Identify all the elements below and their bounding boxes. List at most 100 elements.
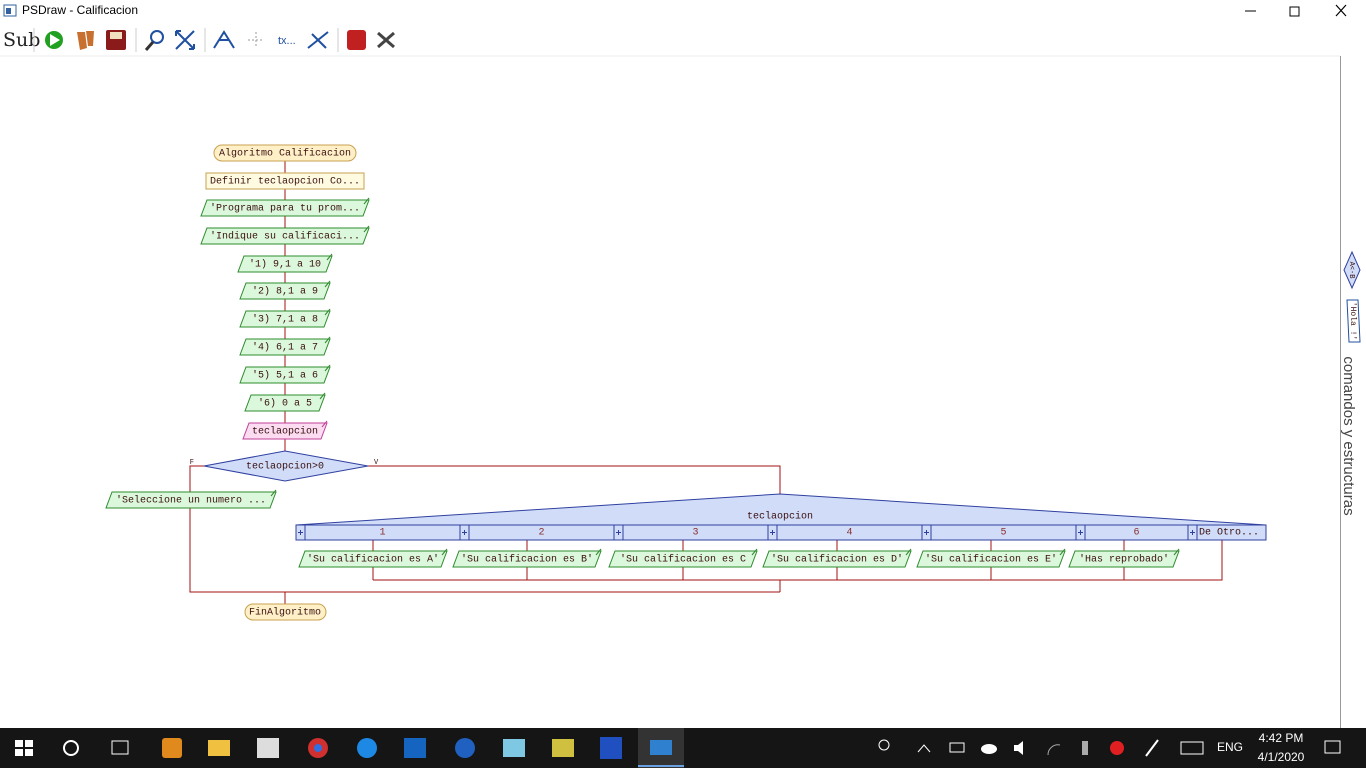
fit-button[interactable] bbox=[175, 30, 195, 50]
tray-expand[interactable] bbox=[917, 744, 931, 753]
sub-button[interactable]: Sub bbox=[3, 29, 40, 51]
close-button[interactable] bbox=[1335, 4, 1347, 17]
output-step-label: '6) 0 a 5 bbox=[258, 398, 312, 410]
close-tool-button[interactable] bbox=[377, 31, 395, 49]
corner-arrow bbox=[319, 392, 326, 400]
corner-arrow bbox=[441, 548, 448, 556]
input-step[interactable] bbox=[242, 422, 328, 440]
output-step[interactable] bbox=[239, 310, 331, 328]
comment-button[interactable] bbox=[248, 32, 264, 48]
definition-box[interactable] bbox=[205, 172, 365, 190]
side-item-output[interactable] bbox=[1346, 299, 1361, 343]
app-explorer[interactable] bbox=[208, 740, 230, 756]
app-devcpp[interactable] bbox=[600, 737, 622, 759]
tray-antivirus[interactable] bbox=[1110, 741, 1124, 755]
search-button[interactable] bbox=[63, 740, 79, 756]
corner-arrow bbox=[324, 308, 331, 316]
case-toggle-plus bbox=[1078, 530, 1083, 535]
tray-people[interactable] bbox=[878, 739, 890, 751]
case-output-label: 'Su calificacion es E' bbox=[925, 554, 1057, 566]
language[interactable]: ENG bbox=[1217, 740, 1243, 754]
tray: ENG 4:42 PM 4/1/2020 bbox=[878, 731, 1341, 764]
case-output[interactable] bbox=[916, 550, 1066, 568]
case-output-label: 'Has reprobado' bbox=[1079, 554, 1169, 566]
output-step-label: '2) 8,1 a 9 bbox=[252, 286, 318, 298]
corner-arrow bbox=[363, 197, 370, 205]
case-output[interactable] bbox=[608, 550, 758, 568]
app-glass[interactable] bbox=[503, 739, 525, 757]
flowchart: Algoritmo Calificacion Definir teclaopcio… bbox=[105, 144, 1267, 621]
end-terminal[interactable] bbox=[244, 603, 327, 621]
zoom-button[interactable] bbox=[150, 30, 164, 44]
case-output-label: 'Su calificacion es C bbox=[620, 554, 746, 566]
corner-arrow bbox=[324, 280, 331, 288]
tray-volume[interactable] bbox=[1014, 741, 1023, 755]
tray-cloud[interactable] bbox=[981, 744, 997, 754]
side-item-label: 'Hola !' bbox=[1348, 302, 1357, 340]
case-value: 1 bbox=[379, 528, 385, 539]
app-psdraw bbox=[650, 740, 672, 755]
false-output[interactable] bbox=[105, 491, 277, 509]
start-terminal[interactable] bbox=[213, 144, 357, 162]
output-step[interactable] bbox=[239, 366, 331, 384]
switch-header[interactable] bbox=[295, 493, 1267, 526]
tray-network[interactable] bbox=[1082, 741, 1088, 755]
style-button[interactable] bbox=[307, 31, 329, 49]
app-visio[interactable] bbox=[404, 738, 426, 758]
case-toggle-plus bbox=[1190, 530, 1195, 535]
output-step[interactable] bbox=[237, 255, 333, 273]
corner-arrow bbox=[905, 548, 912, 556]
run-icon bbox=[50, 34, 60, 46]
start-button[interactable] bbox=[15, 740, 33, 756]
case-output[interactable] bbox=[762, 550, 912, 568]
tray-keyboard[interactable] bbox=[1180, 741, 1204, 755]
corner-arrow bbox=[751, 548, 758, 556]
tray-battery[interactable] bbox=[949, 742, 965, 753]
app-tool[interactable] bbox=[552, 739, 574, 757]
connector bbox=[189, 508, 780, 593]
task-view-button[interactable] bbox=[111, 740, 129, 755]
tray-pen[interactable] bbox=[1145, 739, 1159, 757]
case-output[interactable] bbox=[1068, 550, 1180, 568]
app-edge[interactable] bbox=[357, 738, 377, 758]
output-step[interactable] bbox=[239, 282, 331, 300]
connector bbox=[189, 465, 204, 492]
shape-button[interactable] bbox=[213, 30, 235, 49]
side-item-assign[interactable] bbox=[1343, 250, 1361, 290]
corner-arrow bbox=[324, 364, 331, 372]
zoom-handle bbox=[144, 41, 155, 51]
notifications[interactable] bbox=[1324, 740, 1341, 754]
text-button[interactable]: tx... bbox=[278, 35, 296, 47]
case-output-label: 'Su calificacion es A' bbox=[307, 554, 439, 566]
clock-date[interactable]: 4/1/2020 bbox=[1258, 750, 1305, 764]
output-step-label: 'Programa para tu prom... bbox=[210, 203, 360, 215]
decision-label: teclaopcion>0 bbox=[246, 461, 324, 473]
case-value: 3 bbox=[692, 528, 698, 539]
output-step[interactable] bbox=[244, 394, 326, 412]
tray-wifi[interactable] bbox=[1047, 744, 1061, 756]
output-step[interactable] bbox=[200, 199, 370, 217]
case-output[interactable] bbox=[452, 550, 602, 568]
output-step[interactable] bbox=[200, 227, 370, 245]
clock-time[interactable]: 4:42 PM bbox=[1259, 731, 1304, 745]
case-output-label: 'Su calificacion es D' bbox=[771, 554, 903, 566]
decision[interactable] bbox=[203, 450, 369, 482]
output-step[interactable] bbox=[239, 338, 331, 356]
corner-arrow bbox=[363, 225, 370, 233]
corner-arrow bbox=[321, 420, 328, 428]
corner-arrow bbox=[270, 489, 277, 497]
corner-arrow bbox=[1059, 548, 1066, 556]
step-button[interactable] bbox=[77, 31, 94, 50]
app-media[interactable] bbox=[455, 738, 475, 758]
app-editor[interactable] bbox=[257, 738, 279, 758]
app-fl[interactable] bbox=[162, 738, 182, 758]
save-icon bbox=[110, 32, 122, 39]
case-toggle-plus bbox=[616, 530, 621, 535]
case-output-label: 'Su calificacion es B' bbox=[461, 554, 593, 566]
definition-label: Definir teclaopcion Co... bbox=[210, 176, 360, 188]
case-output[interactable] bbox=[298, 550, 448, 568]
restore-button[interactable] bbox=[1289, 6, 1300, 17]
help-button[interactable] bbox=[347, 30, 366, 50]
